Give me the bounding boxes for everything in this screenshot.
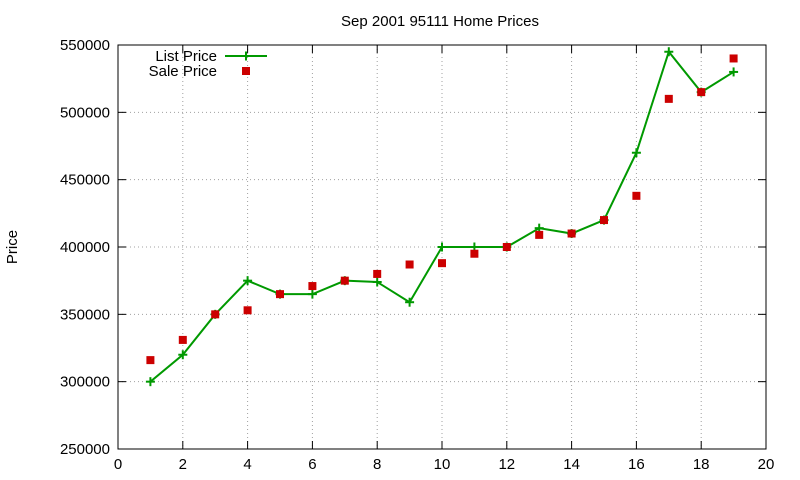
legend: List Price Sale Price — [149, 48, 267, 80]
x-tick-label: 6 — [308, 456, 316, 473]
data-point-square — [405, 260, 414, 269]
y-tick-label: 450000 — [60, 172, 110, 189]
x-tick-label: 10 — [434, 456, 451, 473]
x-tick-label: 16 — [628, 456, 645, 473]
data-point-square — [211, 310, 220, 319]
data-point-square — [729, 54, 738, 63]
data-point-plus — [178, 350, 188, 360]
data-point-plus — [664, 47, 674, 57]
y-tick-label: 550000 — [60, 37, 110, 54]
legend-plus-marker — [241, 51, 251, 61]
legend-sample-sale-price — [242, 67, 250, 75]
data-point-plus — [307, 289, 317, 299]
data-point-square — [502, 243, 511, 251]
data-point-square — [243, 306, 252, 315]
data-point-plus — [372, 277, 382, 287]
chart-title: Sep 2001 95111 Home Prices — [341, 13, 539, 30]
x-tick-label: 4 — [243, 456, 251, 473]
data-point-square — [600, 216, 608, 225]
y-tick-label: 300000 — [60, 374, 110, 391]
data-point-square — [438, 259, 446, 268]
legend-sample-list-price — [225, 51, 267, 61]
series-1 — [146, 54, 738, 365]
data-point-square — [373, 269, 382, 278]
data-point-square — [535, 230, 544, 239]
x-tick-label: 12 — [498, 456, 515, 473]
data-point-square — [308, 282, 317, 291]
x-tick-label: 8 — [373, 456, 381, 473]
data-point-plus — [243, 276, 253, 286]
axis-ticks — [117, 44, 767, 450]
data-point-plus — [729, 67, 739, 77]
y-tick-labels: 250000 300000 350000 400000 450000 500000 5500… — [60, 37, 110, 458]
data-point-plus — [405, 297, 415, 307]
y-axis-label: Price — [4, 230, 21, 264]
x-tick-label: 2 — [179, 456, 187, 473]
y-tick-label: 400000 — [60, 239, 110, 256]
x-tick-label: 14 — [563, 456, 580, 473]
x-tick-label: 0 — [114, 456, 122, 473]
data-point-plus — [145, 377, 155, 387]
data-point-plus — [437, 242, 447, 252]
data-point-square — [632, 191, 641, 200]
data-point-square — [567, 229, 576, 238]
data-point-plus — [631, 148, 641, 158]
legend-label-list-price: List Price — [155, 48, 217, 65]
x-tick-label: 20 — [758, 456, 775, 473]
series-0 — [145, 47, 739, 387]
legend-square-marker — [242, 67, 250, 75]
y-tick-label: 250000 — [60, 441, 110, 458]
legend-label-sale-price: Sale Price — [149, 63, 217, 80]
y-tick-label: 500000 — [60, 104, 110, 121]
data-point-square — [340, 276, 349, 285]
data-point-square — [664, 94, 673, 103]
data-point-square — [276, 290, 284, 299]
data-point-square — [470, 249, 479, 258]
series-layer — [145, 47, 739, 387]
data-point-square — [146, 356, 155, 365]
x-tick-labels: 0 2 4 6 8 10 12 14 16 18 20 — [114, 456, 775, 473]
x-tick-label: 18 — [693, 456, 710, 473]
y-tick-label: 350000 — [60, 306, 110, 323]
data-point-square — [178, 335, 187, 344]
data-point-square — [697, 88, 706, 97]
